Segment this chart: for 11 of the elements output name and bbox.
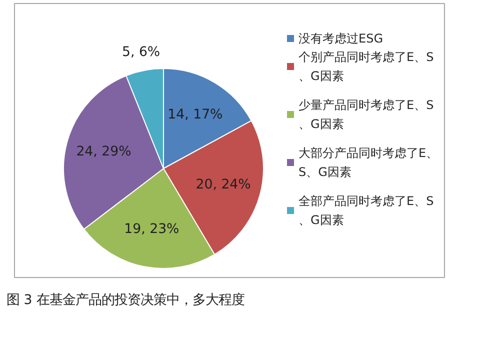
legend-label: 没有考虑过ESG	[298, 32, 383, 46]
data-label: 19, 23%	[124, 222, 180, 237]
legend-label: 少量产品同时考虑了E、S、G因素	[298, 98, 434, 131]
legend-label: 大部分产品同时考虑了E、S、G因素	[298, 146, 438, 179]
legend-label: 个别产品同时考虑了E、S、G因素	[298, 50, 434, 83]
data-label: 24, 29%	[76, 144, 132, 160]
data-label: 20, 24%	[196, 177, 251, 192]
caption: 图 3 在基金产品的投资决策中，多大程度	[6, 292, 244, 308]
data-label: 5, 6%	[122, 45, 160, 60]
data-label: 14, 17%	[168, 108, 223, 123]
legend-label: 全部产品同时考虑了E、S、G因素	[298, 194, 434, 227]
